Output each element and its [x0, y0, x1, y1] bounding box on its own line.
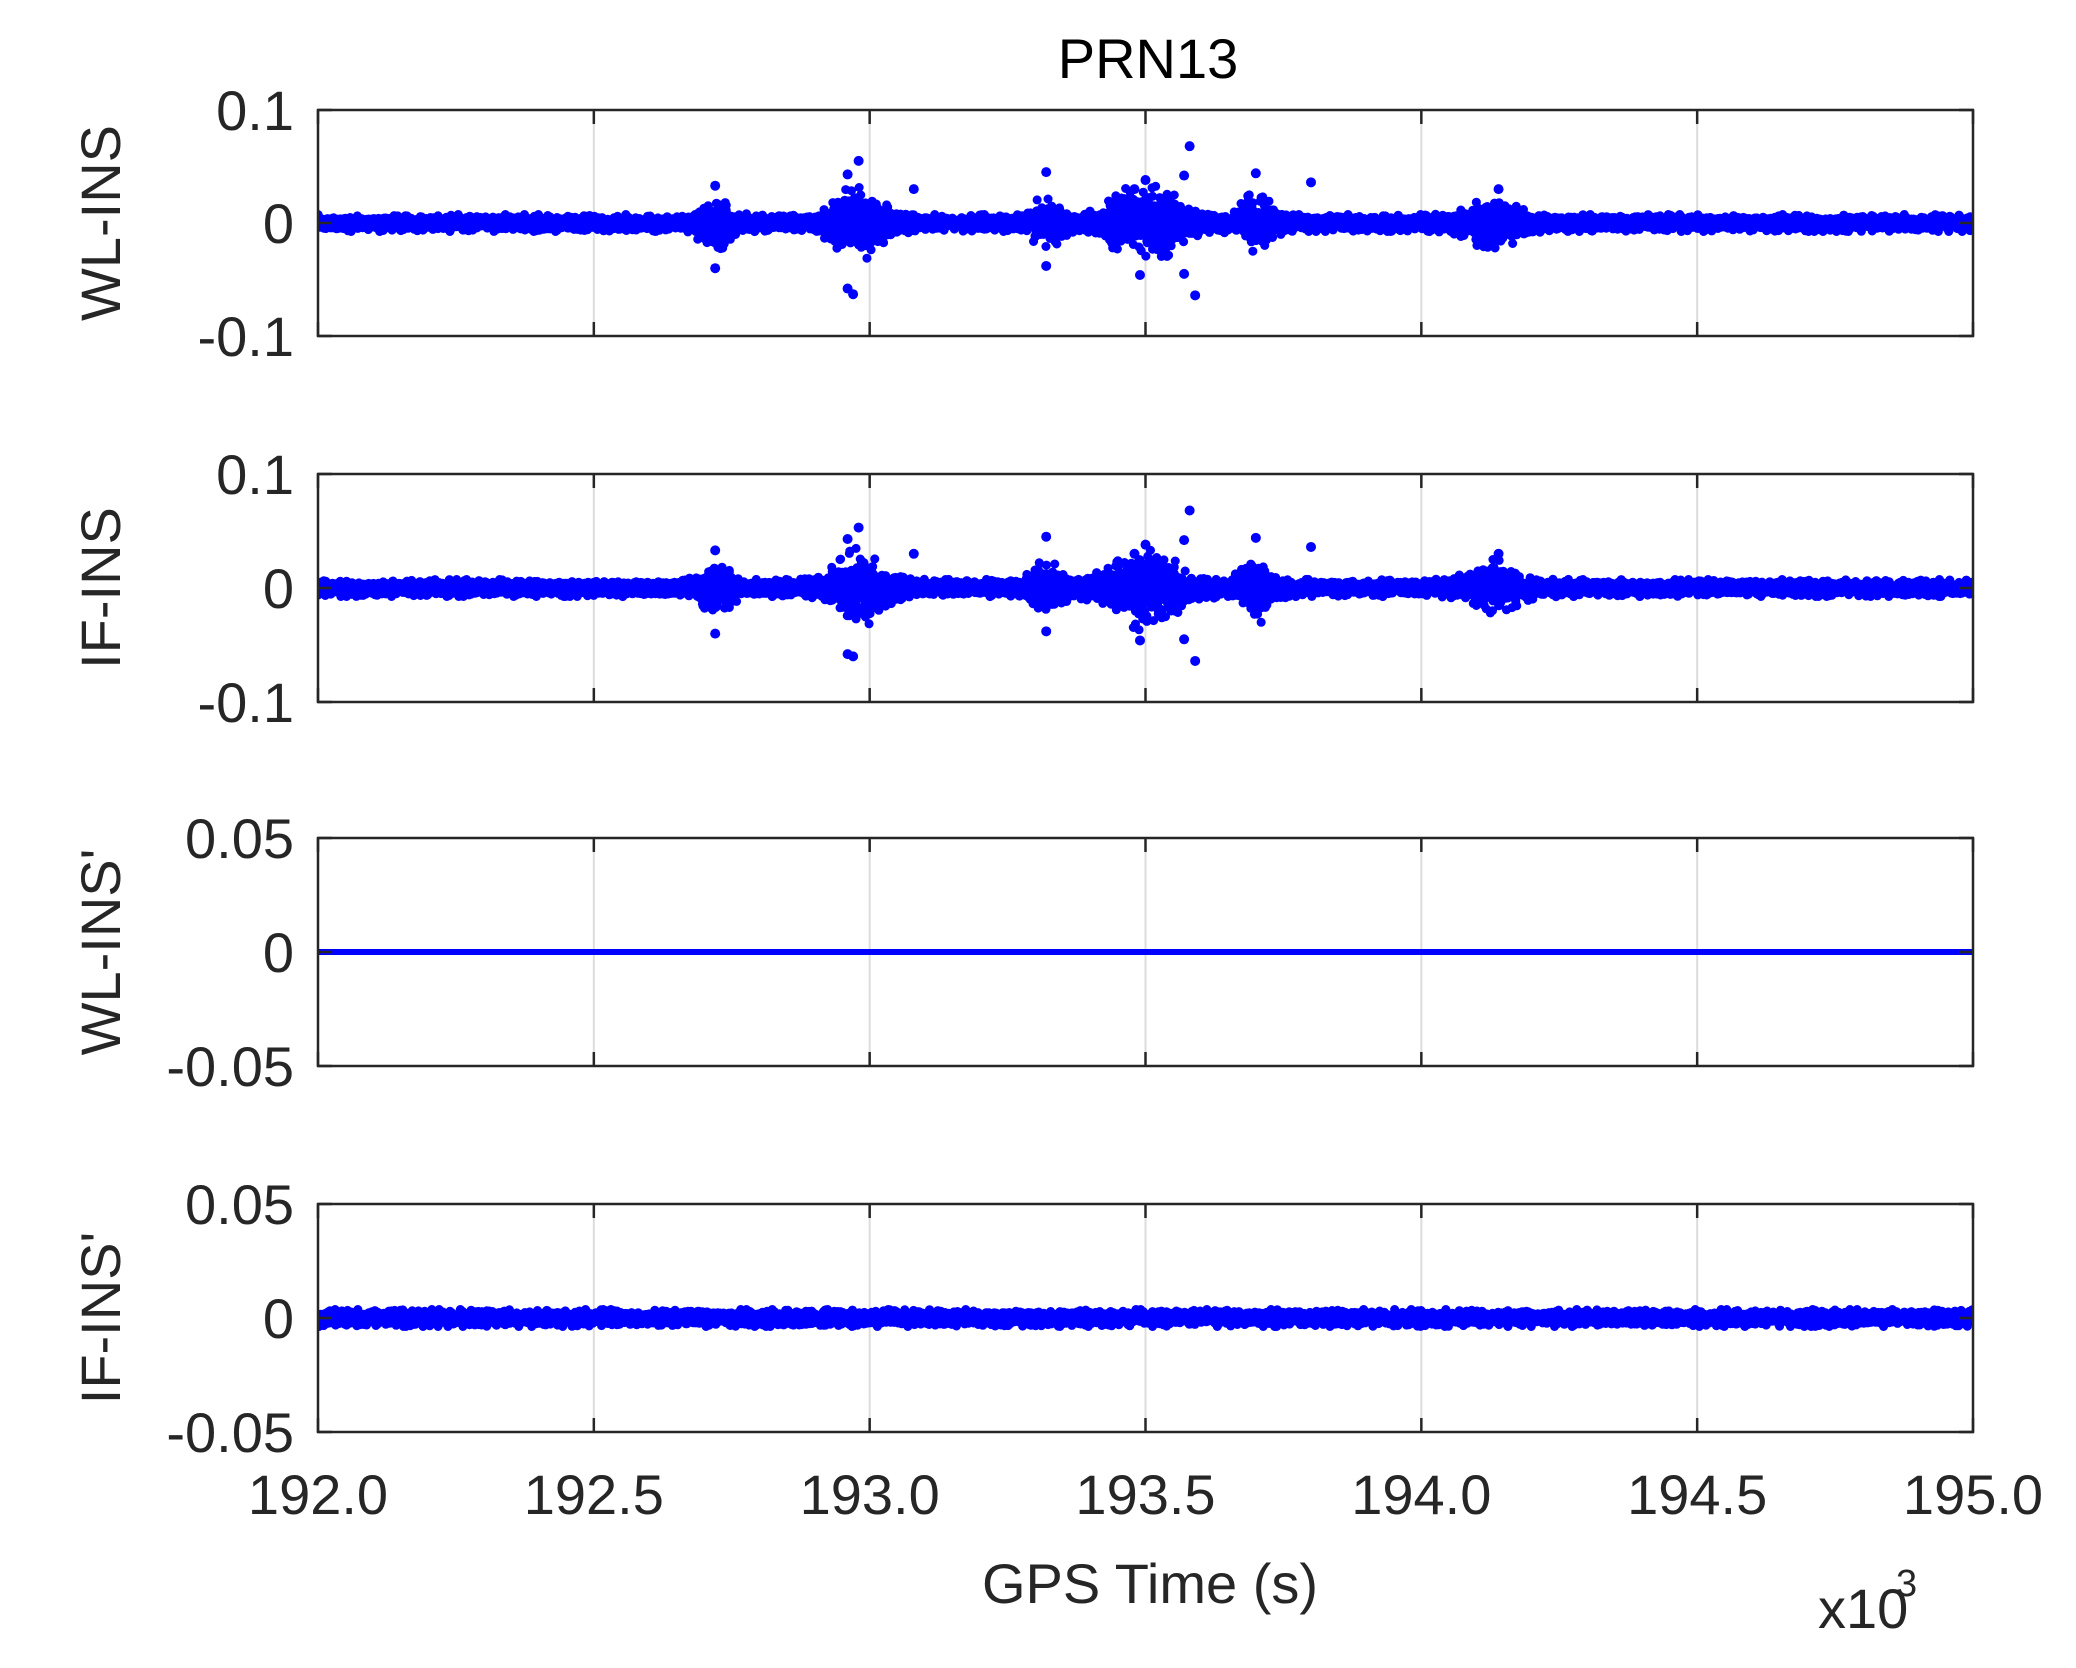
- y-tick-label: -0.05: [166, 1401, 294, 1464]
- outlier-point: [1184, 141, 1195, 152]
- outlier-point: [1190, 655, 1201, 666]
- data-series: [318, 1305, 1973, 1331]
- y-tick-label: 0.05: [185, 1173, 294, 1236]
- outlier-point: [908, 548, 919, 559]
- outlier-point: [1041, 626, 1052, 637]
- outlier-point: [853, 522, 864, 533]
- outlier-point: [1179, 535, 1190, 546]
- outlier-point: [1179, 268, 1190, 279]
- panel-1: 0.1 0 -0.1 WL-INS: [69, 79, 1975, 368]
- series-core-band: [318, 1311, 1973, 1325]
- y-tick-label: -0.1: [198, 671, 295, 734]
- x-axis-label: GPS Time (s): [982, 1552, 1318, 1615]
- outlier-point: [1306, 541, 1316, 552]
- y-tick-label: 0: [263, 192, 294, 255]
- outlier-point: [1134, 269, 1145, 280]
- data-series: [318, 505, 1973, 666]
- outlier-point: [853, 155, 864, 166]
- outlier-point: [1179, 634, 1190, 645]
- panel-3: 0.05 0 -0.05 WL-INS': [69, 807, 1975, 1098]
- outlier-point: [842, 169, 853, 180]
- outlier-point: [1250, 532, 1261, 543]
- outlier-point: [908, 184, 919, 195]
- y-axis-label: WL-INS: [69, 125, 132, 321]
- outlier-point: [842, 533, 853, 544]
- outlier-point: [1129, 548, 1140, 559]
- series-core-band: [318, 581, 1973, 595]
- outlier-point: [1250, 168, 1261, 179]
- y-tick-label: -0.1: [198, 305, 295, 368]
- x-tick-label: 194.5: [1627, 1463, 1767, 1526]
- panels: 0.1 0 -0.1 WL-INS 0.1 0 -0.1 IF-INS 0.05 0 -0.05 WL…: [69, 79, 2043, 1526]
- y-tick-label: 0: [263, 1287, 294, 1350]
- outlier-point: [710, 180, 721, 191]
- outlier-point: [710, 545, 721, 556]
- outlier-point: [1041, 260, 1052, 271]
- y-axis-label: IF-INS': [69, 1232, 132, 1404]
- outlier-point: [1129, 184, 1140, 195]
- x-tick-labels: 192.0 192.5 193.0 193.5 194.0 194.5 195.0: [248, 1463, 2043, 1526]
- outlier-point: [848, 289, 859, 300]
- outlier-point: [1041, 531, 1052, 542]
- x-multiplier-base: x10: [1818, 1577, 1908, 1640]
- y-tick-label: 0: [263, 921, 294, 984]
- x-tick-label: 192.5: [524, 1463, 664, 1526]
- outlier-point: [1140, 175, 1151, 186]
- y-tick-label: 0: [263, 557, 294, 620]
- x-tick-label: 195.0: [1903, 1463, 2043, 1526]
- outlier-point: [710, 628, 721, 639]
- x-tick-label: 193.0: [800, 1463, 940, 1526]
- series-core-band: [318, 216, 1973, 230]
- x-tick-label: 192.0: [248, 1463, 388, 1526]
- y-tick-label: 0.05: [185, 807, 294, 870]
- x-tick-label: 193.5: [1075, 1463, 1215, 1526]
- y-axis-label: IF-INS: [69, 507, 132, 669]
- outlier-point: [710, 263, 721, 274]
- outlier-point: [1134, 635, 1145, 646]
- panel-4: 0.05 0 -0.05 IF-INS': [69, 1173, 1975, 1464]
- panel-2: 0.1 0 -0.1 IF-INS: [69, 443, 1975, 734]
- outlier-point: [1041, 167, 1052, 178]
- y-tick-label: 0.1: [216, 79, 294, 142]
- outlier-point: [1140, 539, 1151, 550]
- outlier-point: [1493, 184, 1504, 195]
- outlier-point: [1179, 170, 1190, 181]
- outlier-point: [1190, 290, 1201, 301]
- outlier-point: [1493, 548, 1504, 559]
- outlier-point: [848, 651, 859, 662]
- outlier-point: [1306, 177, 1316, 188]
- chart-title: PRN13: [1058, 27, 1239, 90]
- x-multiplier-exponent: 3: [1896, 1563, 1917, 1605]
- y-tick-label: -0.05: [166, 1035, 294, 1098]
- y-axis-label: WL-INS': [69, 849, 132, 1056]
- x-multiplier: x10 3: [1818, 1563, 1917, 1640]
- y-tick-label: 0.1: [216, 443, 294, 506]
- outlier-point: [1184, 505, 1195, 516]
- x-tick-label: 194.0: [1351, 1463, 1491, 1526]
